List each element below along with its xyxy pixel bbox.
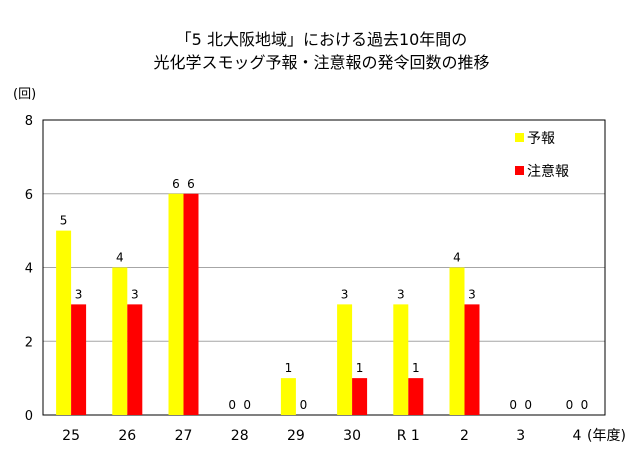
legend-label: 予報 [527, 131, 555, 147]
y-tick-label: 6 [25, 188, 33, 203]
y-tick-label: 0 [25, 409, 33, 424]
data-label: 1 [412, 361, 420, 375]
data-label: 3 [397, 287, 405, 301]
bar-yohou [337, 304, 353, 415]
bar-chuiho [408, 378, 424, 415]
data-label: 3 [468, 287, 476, 301]
x-tick-label: 3 [516, 428, 525, 444]
x-tick-label: 28 [231, 428, 249, 444]
data-label: 4 [116, 251, 124, 265]
x-tick-label: 30 [343, 428, 361, 444]
x-tick-label: 25 [62, 428, 80, 444]
bar-yohou [168, 193, 184, 415]
data-label: 3 [341, 287, 349, 301]
data-label: 3 [75, 287, 83, 301]
bar-yohou [393, 304, 409, 415]
data-label: 5 [60, 214, 68, 228]
data-label: 4 [453, 251, 461, 265]
data-label: 0 [300, 398, 308, 412]
legend-label: 注意報 [527, 163, 569, 180]
x-tick-label: 26 [118, 428, 136, 444]
bar-chuiho [352, 378, 368, 415]
bar-chuiho [127, 304, 143, 415]
data-label: 6 [172, 177, 180, 191]
bar-chuiho [464, 304, 480, 415]
y-tick-label: 4 [25, 262, 33, 277]
chart-title-line-2: 光化学スモッグ予報・注意報の発令回数の推移 [153, 53, 490, 72]
data-label: 0 [509, 398, 517, 412]
data-label: 1 [285, 361, 293, 375]
chart-title-line-1: 「5 北大阪地域」における過去10年間の [175, 30, 468, 49]
x-tick-label: 27 [175, 428, 193, 444]
data-label: 1 [356, 361, 364, 375]
data-label: 0 [566, 398, 574, 412]
bar-yohou [56, 230, 72, 415]
bar-yohou [280, 378, 296, 415]
x-tick-label: 4 [572, 428, 581, 444]
y-tick-label: 8 [25, 114, 33, 129]
legend-swatch [515, 166, 524, 175]
plot-border [42, 119, 606, 416]
bar-chuiho [183, 193, 199, 415]
x-tick-label: 2 [460, 428, 469, 444]
data-label: 0 [581, 398, 589, 412]
bar-yohou [449, 267, 465, 415]
bar-chuiho [71, 304, 87, 415]
data-label: 0 [524, 398, 532, 412]
data-label: 6 [187, 177, 195, 191]
data-label: 0 [228, 398, 236, 412]
x-tick-label: 29 [287, 428, 305, 444]
x-tick-label: R 1 [397, 428, 420, 444]
data-label: 3 [131, 287, 139, 301]
y-axis-label: (回) [13, 87, 36, 102]
legend-swatch [515, 133, 524, 142]
y-tick-label: 2 [25, 335, 33, 350]
bar-yohou [112, 267, 128, 415]
x-axis-label: (年度) [587, 428, 626, 444]
data-label: 0 [243, 398, 251, 412]
